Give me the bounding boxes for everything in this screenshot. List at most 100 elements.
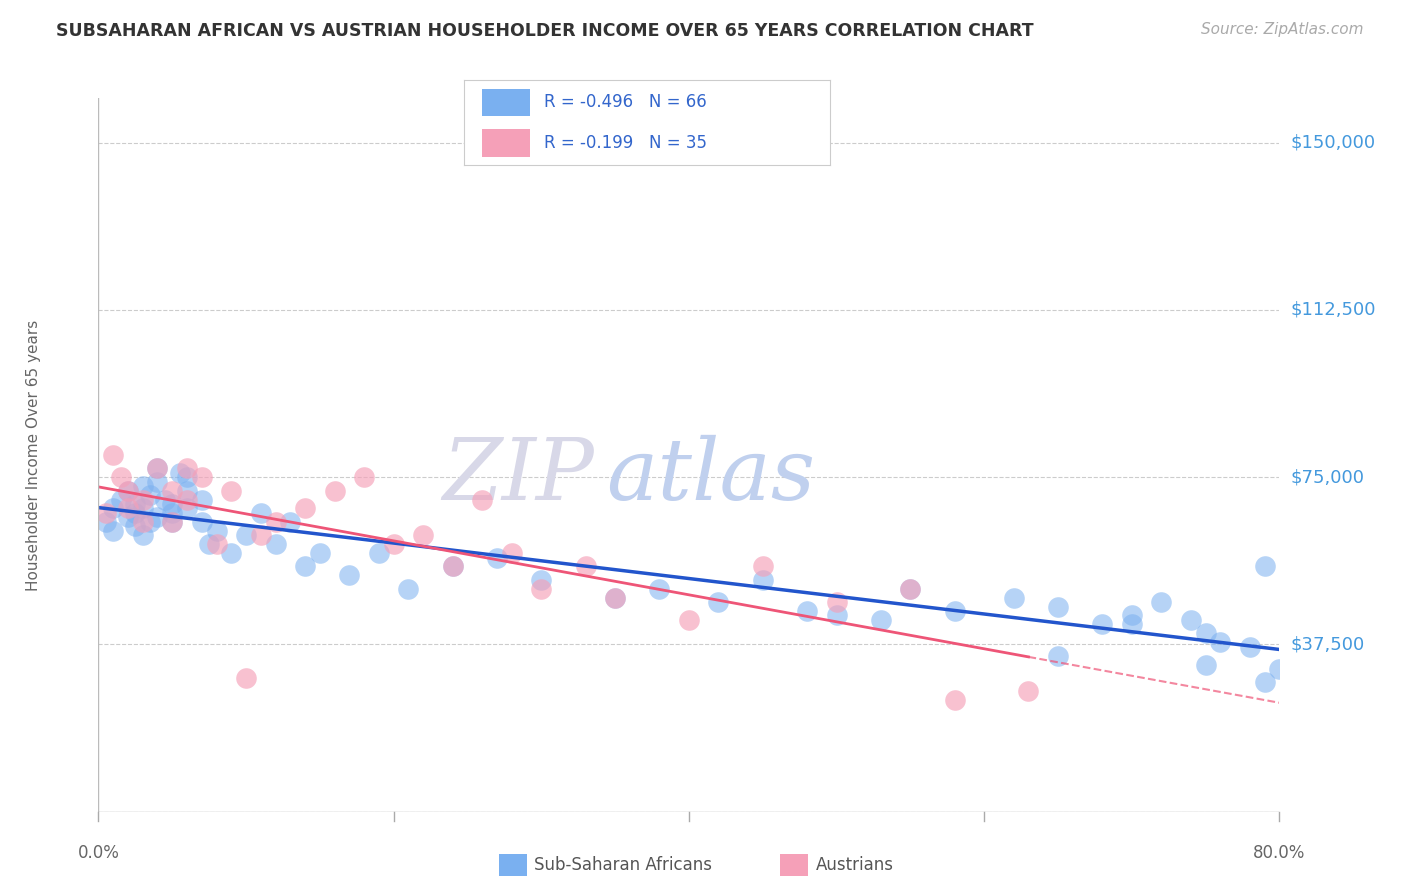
Point	[943, 693, 966, 707]
Point	[278, 515, 302, 529]
Point	[869, 613, 891, 627]
Text: $75,000: $75,000	[1291, 468, 1365, 486]
Point	[825, 595, 848, 609]
Point	[486, 550, 509, 565]
Point	[117, 510, 139, 524]
Point	[337, 568, 360, 582]
Point	[1017, 684, 1039, 698]
Point	[1239, 640, 1261, 654]
Point	[191, 492, 214, 507]
Point	[176, 470, 198, 484]
Point	[1046, 599, 1069, 614]
Point	[235, 528, 257, 542]
Point	[1002, 591, 1025, 605]
Point	[1209, 635, 1232, 649]
Point	[110, 492, 132, 507]
Point	[94, 506, 117, 520]
Text: 0.0%: 0.0%	[77, 844, 120, 862]
Point	[1150, 595, 1173, 609]
Point	[1195, 657, 1218, 672]
Point	[235, 671, 257, 685]
Point	[103, 448, 125, 462]
Point	[191, 470, 214, 484]
Point	[294, 501, 316, 516]
Point	[309, 546, 332, 560]
Point	[219, 546, 242, 560]
Point	[1180, 613, 1202, 627]
Point	[250, 506, 273, 520]
Point	[648, 582, 671, 596]
Point	[264, 515, 287, 529]
Point	[132, 528, 155, 542]
Point	[162, 497, 183, 511]
Point	[103, 524, 125, 538]
Point	[501, 546, 523, 560]
Point	[412, 528, 434, 542]
Point	[323, 483, 346, 498]
Text: SUBSAHARAN AFRICAN VS AUSTRIAN HOUSEHOLDER INCOME OVER 65 YEARS CORRELATION CHAR: SUBSAHARAN AFRICAN VS AUSTRIAN HOUSEHOLD…	[56, 22, 1033, 40]
Point	[707, 595, 730, 609]
Text: Source: ZipAtlas.com: Source: ZipAtlas.com	[1201, 22, 1364, 37]
Point	[294, 559, 316, 574]
Point	[132, 479, 155, 493]
Point	[124, 506, 146, 520]
Point	[1046, 648, 1069, 663]
Point	[139, 488, 162, 502]
Text: $150,000: $150,000	[1291, 134, 1375, 152]
Point	[678, 613, 700, 627]
Point	[1195, 626, 1218, 640]
Point	[146, 461, 169, 475]
Bar	[482, 129, 530, 157]
Point	[176, 492, 198, 507]
Point	[1121, 617, 1143, 632]
Text: atlas: atlas	[606, 435, 815, 517]
Text: $37,500: $37,500	[1291, 635, 1365, 654]
Point	[205, 524, 228, 538]
Point	[900, 582, 922, 596]
Point	[162, 515, 183, 529]
Point	[176, 501, 198, 516]
Point	[353, 470, 375, 484]
Point	[943, 604, 966, 618]
Point	[205, 537, 228, 551]
Point	[441, 559, 464, 574]
Point	[396, 582, 419, 596]
Point	[605, 591, 627, 605]
Point	[139, 515, 162, 529]
Point	[796, 604, 818, 618]
Point	[162, 515, 183, 529]
Point	[146, 475, 169, 489]
Point	[1091, 617, 1114, 632]
Point	[605, 591, 627, 605]
Point	[176, 461, 198, 475]
Text: Austrians: Austrians	[815, 856, 893, 874]
Point	[471, 492, 494, 507]
Point	[530, 573, 553, 587]
Point	[751, 573, 773, 587]
Point	[825, 608, 848, 623]
Text: Sub-Saharan Africans: Sub-Saharan Africans	[534, 856, 713, 874]
Point	[132, 501, 155, 516]
Point	[94, 515, 117, 529]
Point	[1121, 608, 1143, 623]
Point	[441, 559, 464, 574]
Text: ZIP: ZIP	[443, 435, 595, 517]
Point	[530, 582, 553, 596]
Text: 80.0%: 80.0%	[1253, 844, 1306, 862]
Point	[117, 501, 139, 516]
Point	[132, 492, 155, 507]
Point	[198, 537, 221, 551]
Point	[162, 483, 183, 498]
Point	[162, 506, 183, 520]
Point	[169, 466, 191, 480]
Point	[146, 461, 169, 475]
Point	[124, 497, 146, 511]
Point	[1254, 559, 1277, 574]
Point	[382, 537, 405, 551]
Point	[146, 510, 169, 524]
Point	[368, 546, 391, 560]
Point	[219, 483, 242, 498]
Point	[1254, 675, 1277, 690]
Point	[132, 515, 155, 529]
Point	[250, 528, 273, 542]
